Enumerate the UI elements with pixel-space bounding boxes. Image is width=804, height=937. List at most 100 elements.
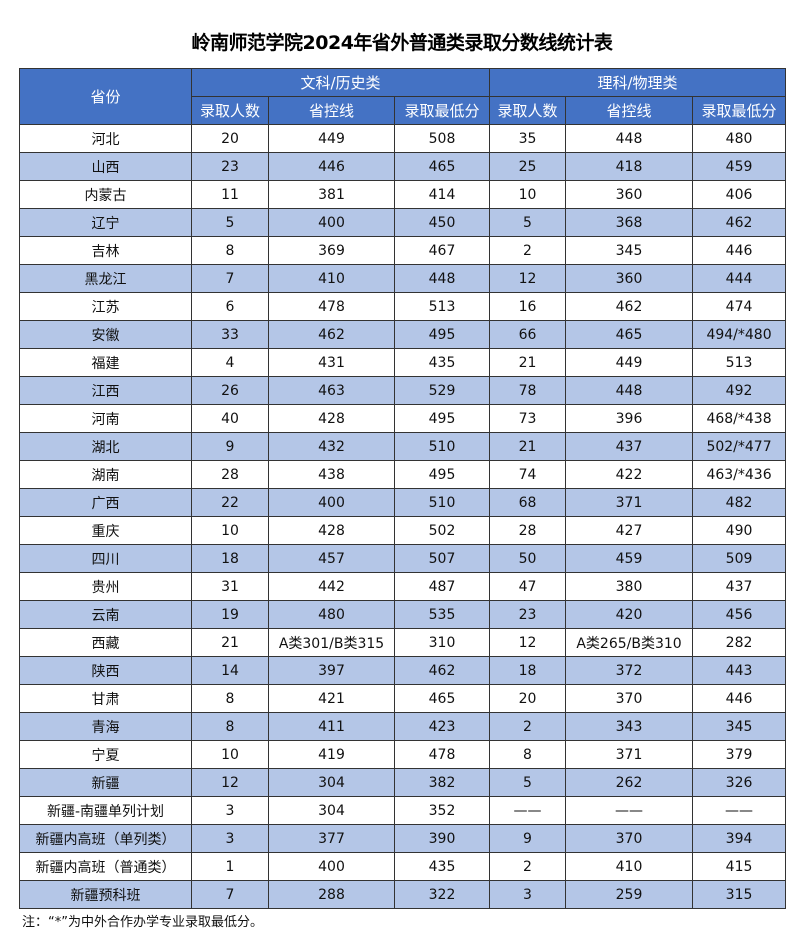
min-score-science-cell: 490 — [692, 516, 787, 545]
table-row: 青海 8 411 423 2 343 345 — [19, 712, 787, 741]
min-score-science-cell: 406 — [692, 180, 787, 209]
table-row: 新疆预科班 7 288 322 3 259 315 — [19, 880, 787, 909]
province-cell: 湖南 — [19, 460, 192, 489]
control-line-science-cell: 462 — [565, 292, 694, 321]
admitted-count-liberal-cell: 1 — [191, 852, 269, 881]
table-row: 新疆-南疆单列计划 3 304 352 —— —— —— — [19, 796, 787, 825]
min-score-science-cell: 463/*436 — [692, 460, 787, 489]
control-line-science-cell: 448 — [565, 124, 694, 153]
control-line-science-cell: 345 — [565, 236, 694, 265]
admitted-count-liberal-cell: 31 — [191, 572, 269, 601]
province-cell: 新疆内高班（单列类） — [19, 824, 192, 853]
table-row: 西藏 21 A类301/B类315 310 12 A类265/B类310 282 — [19, 628, 787, 657]
min-score-science-cell: 509 — [692, 544, 787, 573]
min-score-liberal-cell: 502 — [393, 516, 491, 545]
admitted-count-science-cell: 25 — [489, 152, 567, 181]
min-score-liberal-cell: 529 — [393, 376, 491, 405]
admitted-count-science-cell: 66 — [489, 320, 567, 349]
admitted-count-liberal-cell: 8 — [191, 712, 269, 741]
control-line-liberal-cell: 480 — [268, 600, 395, 629]
table-row: 陕西 14 397 462 18 372 443 — [19, 656, 787, 685]
header-min-score-liberal: 录取最低分 — [393, 96, 491, 125]
control-line-science-cell: 370 — [565, 824, 694, 853]
admitted-count-liberal-cell: 10 — [191, 516, 269, 545]
control-line-science-cell: 422 — [565, 460, 694, 489]
control-line-science-cell: 420 — [565, 600, 694, 629]
admitted-count-science-cell: 8 — [489, 740, 567, 769]
min-score-liberal-cell: 535 — [393, 600, 491, 629]
min-score-liberal-cell: 465 — [393, 684, 491, 713]
header-control-line-liberal: 省控线 — [268, 96, 395, 125]
header-admitted-count-liberal: 录取人数 — [191, 96, 269, 125]
min-score-liberal-cell: 495 — [393, 460, 491, 489]
province-cell: 福建 — [19, 348, 192, 377]
control-line-science-cell: 465 — [565, 320, 694, 349]
table-row: 云南 19 480 535 23 420 456 — [19, 600, 787, 629]
table-row: 河北 20 449 508 35 448 480 — [19, 124, 787, 153]
admitted-count-science-cell: 28 — [489, 516, 567, 545]
min-score-liberal-cell: 507 — [393, 544, 491, 573]
province-cell: 新疆 — [19, 768, 192, 797]
table-row: 黑龙江 7 410 448 12 360 444 — [19, 264, 787, 293]
control-line-science-cell: 410 — [565, 852, 694, 881]
table-row: 湖北 9 432 510 21 437 502/*477 — [19, 432, 787, 461]
min-score-science-cell: 415 — [692, 852, 787, 881]
page-title: 岭南师范学院2024年省外普通类录取分数线统计表 — [191, 32, 613, 54]
min-score-liberal-cell: 495 — [393, 320, 491, 349]
control-line-liberal-cell: 419 — [268, 740, 395, 769]
admitted-count-liberal-cell: 7 — [191, 264, 269, 293]
admitted-count-liberal-cell: 9 — [191, 432, 269, 461]
table-row: 新疆内高班（单列类） 3 377 390 9 370 394 — [19, 824, 787, 853]
admitted-count-science-cell: 16 — [489, 292, 567, 321]
min-score-liberal-cell: 352 — [393, 796, 491, 825]
province-cell: 新疆-南疆单列计划 — [19, 796, 192, 825]
min-score-science-cell: 446 — [692, 684, 787, 713]
admitted-count-liberal-cell: 26 — [191, 376, 269, 405]
min-score-liberal-cell: 450 — [393, 208, 491, 237]
min-score-science-cell: 494/*480 — [692, 320, 787, 349]
table-row: 河南 40 428 495 73 396 468/*438 — [19, 404, 787, 433]
min-score-science-cell: 462 — [692, 208, 787, 237]
min-score-science-cell: 315 — [692, 880, 787, 909]
province-cell: 西藏 — [19, 628, 192, 657]
admitted-count-science-cell: 12 — [489, 264, 567, 293]
min-score-science-cell: 459 — [692, 152, 787, 181]
table-row: 宁夏 10 419 478 8 371 379 — [19, 740, 787, 769]
control-line-liberal-cell: 463 — [268, 376, 395, 405]
min-score-science-cell: 345 — [692, 712, 787, 741]
admitted-count-liberal-cell: 18 — [191, 544, 269, 573]
admitted-count-liberal-cell: 4 — [191, 348, 269, 377]
control-line-liberal-cell: 478 — [268, 292, 395, 321]
table-row: 新疆 12 304 382 5 262 326 — [19, 768, 787, 797]
admitted-count-science-cell: 78 — [489, 376, 567, 405]
control-line-liberal-cell: 369 — [268, 236, 395, 265]
min-score-liberal-cell: 423 — [393, 712, 491, 741]
control-line-liberal-cell: 421 — [268, 684, 395, 713]
province-cell: 吉林 — [19, 236, 192, 265]
min-score-liberal-cell: 478 — [393, 740, 491, 769]
control-line-liberal-cell: 377 — [268, 824, 395, 853]
min-score-liberal-cell: 435 — [393, 348, 491, 377]
control-line-liberal-cell: 411 — [268, 712, 395, 741]
admitted-count-science-cell: 20 — [489, 684, 567, 713]
admission-score-table: 省份 文科/历史类 理科/物理类 录取人数 省控线 录取最低分 录取人数 省控线 录取最低… — [19, 68, 787, 909]
admitted-count-liberal-cell: 28 — [191, 460, 269, 489]
min-score-science-cell: 480 — [692, 124, 787, 153]
control-line-liberal-cell: 442 — [268, 572, 395, 601]
header-admitted-count-science: 录取人数 — [489, 96, 567, 125]
province-cell: 江西 — [19, 376, 192, 405]
control-line-liberal-cell: 431 — [268, 348, 395, 377]
admitted-count-science-cell: —— — [489, 796, 567, 825]
header-min-score-science: 录取最低分 — [692, 96, 787, 125]
header-group-liberal: 文科/历史类 — [190, 68, 491, 97]
admitted-count-liberal-cell: 22 — [191, 488, 269, 517]
control-line-science-cell: 372 — [565, 656, 694, 685]
min-score-science-cell: 456 — [692, 600, 787, 629]
control-line-liberal-cell: 457 — [268, 544, 395, 573]
admitted-count-liberal-cell: 33 — [191, 320, 269, 349]
control-line-liberal-cell: 428 — [268, 404, 395, 433]
min-score-science-cell: 379 — [692, 740, 787, 769]
control-line-liberal-cell: 400 — [268, 488, 395, 517]
min-score-science-cell: 474 — [692, 292, 787, 321]
control-line-liberal-cell: 462 — [268, 320, 395, 349]
